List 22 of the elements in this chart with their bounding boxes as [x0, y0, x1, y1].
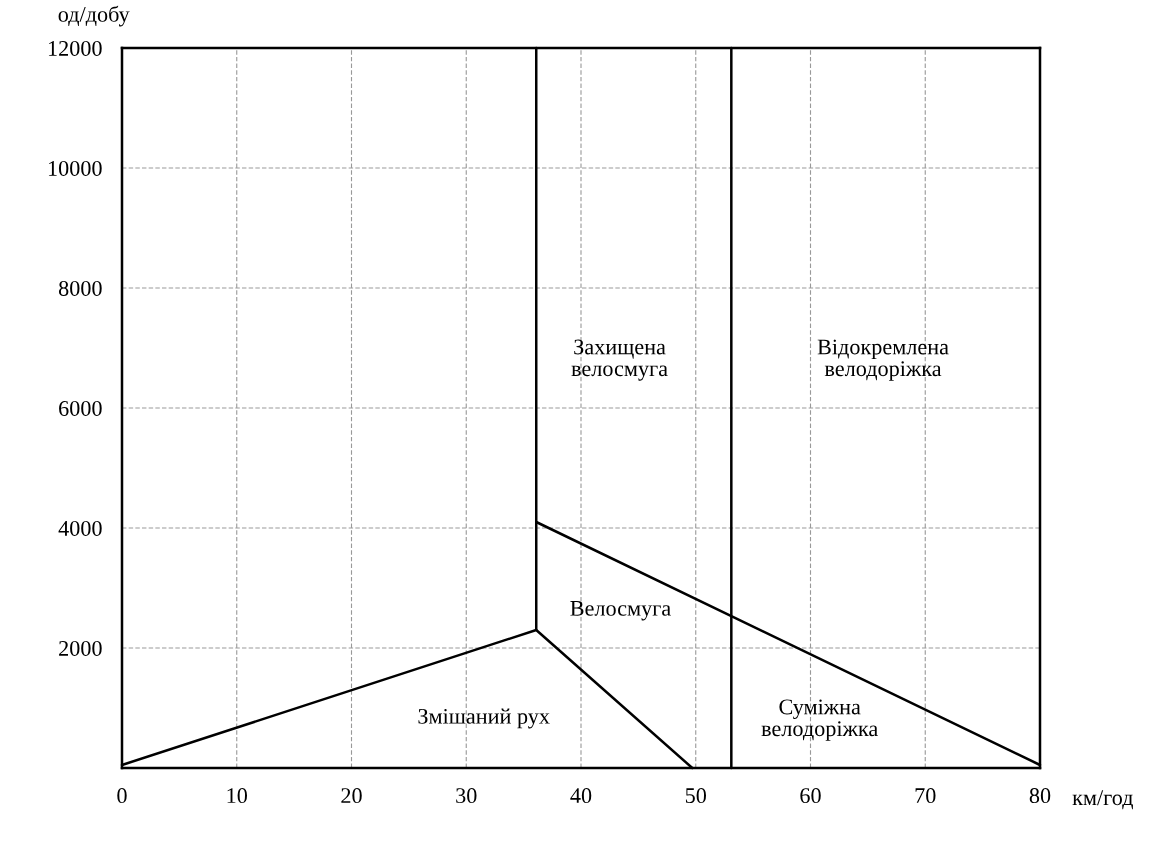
- x-tick-label: 70: [915, 788, 936, 804]
- x-tick-label: 20: [341, 788, 362, 804]
- annotation: Відокремлена велодоріжка: [817, 339, 949, 381]
- y-tick-label: 4000: [58, 520, 102, 536]
- x-tick-label: 10: [227, 788, 248, 804]
- x-tick-label: 40: [570, 788, 592, 804]
- x-tick-label: 30: [456, 788, 477, 804]
- x-axis-title: км/год: [1072, 790, 1133, 810]
- y-tick-label: 12000: [48, 40, 102, 56]
- annotation: Велосмуга: [570, 601, 671, 621]
- annotation: Захищена велосмуга: [571, 339, 668, 381]
- annotation: Змішаний рух: [418, 708, 550, 729]
- x-tick-label: 60: [800, 788, 821, 804]
- y-axis-title: од/добу: [58, 5, 130, 27]
- y-tick-label: 2000: [59, 640, 102, 656]
- x-tick-label: 80: [1029, 788, 1051, 804]
- y-tick-label: 8000: [58, 280, 102, 296]
- x-tick-label: 0: [117, 788, 127, 804]
- y-tick-label: 10000: [48, 160, 102, 176]
- x-tick-label: 50: [685, 788, 707, 804]
- annotation: Суміжна велодоріжка: [761, 699, 878, 741]
- y-tick-label: 6000: [59, 400, 102, 416]
